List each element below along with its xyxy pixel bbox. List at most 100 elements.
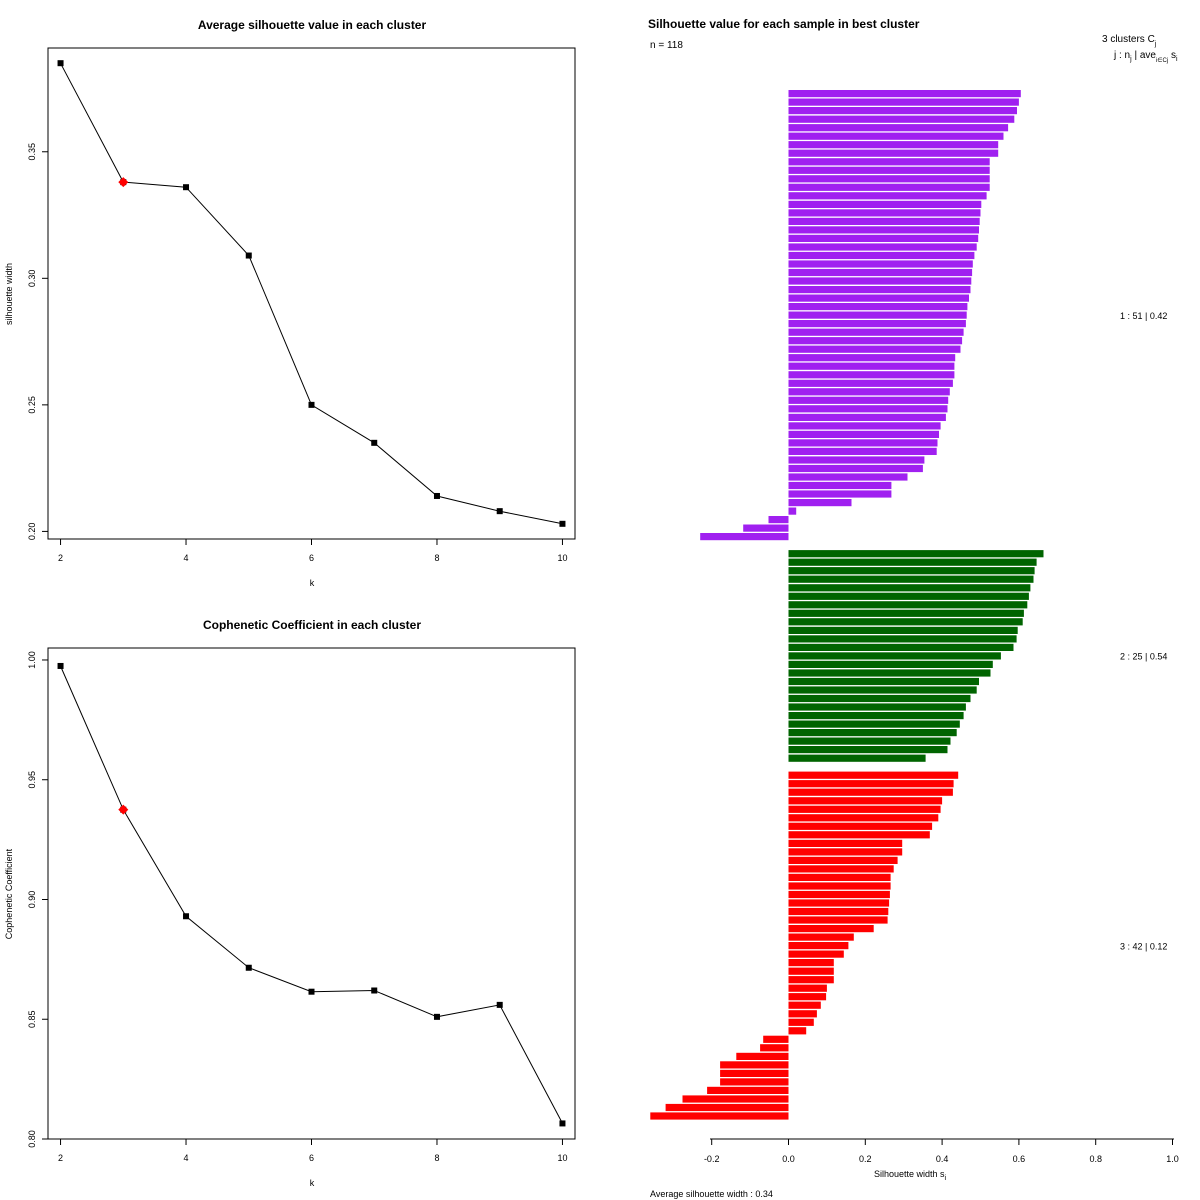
cluster-1-bar	[788, 192, 987, 200]
cluster-3-bar	[763, 1035, 789, 1043]
cophenetic-x-tick-label: 8	[434, 1153, 439, 1163]
cluster-2-bar	[788, 558, 1037, 566]
cluster-2-bar	[788, 746, 948, 754]
cluster-1-bar	[788, 354, 956, 362]
cluster-1-bar	[788, 396, 949, 404]
silhouette-bars	[650, 90, 1044, 1120]
bar-x-tick-label: 0.4	[936, 1154, 949, 1164]
cluster-3-bar	[650, 1112, 789, 1120]
bar-x-tick-label: 1.0	[1166, 1154, 1179, 1164]
cophenetic-x-tick-label: 6	[309, 1153, 314, 1163]
cluster-2-bar	[788, 720, 960, 728]
silhouette-line-chart: Average silhouette value in each cluster…	[4, 18, 576, 588]
cluster-1-bar	[788, 405, 948, 413]
cluster-1-bar	[788, 345, 961, 353]
sample-count-label: n = 118	[650, 40, 683, 51]
cluster-3-bar	[736, 1052, 789, 1060]
cluster-1-bar	[788, 200, 982, 208]
cluster-2-label: 2 : 25 | 0.54	[1120, 652, 1167, 662]
cluster-3-bar	[788, 788, 953, 796]
cluster-1-bar	[788, 464, 923, 473]
silhouette-bar-chart: Silhouette value for each sample in best…	[648, 17, 1179, 1199]
cophenetic-point	[433, 1013, 440, 1020]
cluster-2-bar	[788, 737, 951, 745]
cluster-1-bar	[788, 209, 981, 217]
cluster-3-bar	[788, 950, 844, 958]
cophenetic-y-tick-label: 0.80	[27, 1130, 37, 1148]
silhouette-best-k-marker	[118, 177, 129, 188]
cluster-2-bar	[788, 643, 1014, 651]
cophenetic-point	[183, 913, 190, 920]
legend-header-text: j : n	[1113, 50, 1130, 61]
cophenetic-series	[57, 662, 566, 1127]
cluster-1-bar	[788, 311, 967, 319]
cluster-3-bar	[788, 814, 939, 822]
cophenetic-line	[60, 665, 563, 1124]
cluster-2-bar	[788, 567, 1035, 575]
cophenetic-y-tick-label: 0.95	[27, 771, 37, 789]
cluster-3-bar	[788, 805, 941, 813]
cophenetic-chart-title: Cophenetic Coefficient in each cluster	[203, 618, 421, 632]
cluster-2-bar	[788, 584, 1031, 592]
cluster-3-bar	[788, 882, 891, 890]
cluster-1-bar	[788, 447, 937, 455]
cluster-1-label: 1 : 51 | 0.42	[1120, 311, 1167, 321]
legend-header-tail: | ave	[1132, 50, 1157, 61]
cluster-1-bar	[788, 337, 963, 345]
cluster-2-bar	[788, 635, 1017, 643]
cluster-3-bar	[665, 1103, 789, 1112]
cophenetic-x-tick-label: 2	[58, 1153, 63, 1163]
bar-x-tick-label: -0.2	[704, 1154, 720, 1164]
cophenetic-plot-frame	[47, 647, 576, 1140]
cluster-1-bar	[788, 413, 946, 421]
cluster-3-bar	[788, 976, 834, 984]
cluster-2-bar	[788, 550, 1044, 558]
cluster-1-bar	[788, 422, 941, 430]
cluster-1-bar	[788, 303, 968, 311]
cluster-1-bar	[788, 371, 955, 379]
cophenetic-x-tick-label: 10	[557, 1153, 567, 1163]
cluster-3-bar	[788, 780, 954, 788]
bar-x-axis-label-text: Silhouette width s	[874, 1169, 945, 1179]
cluster-3-bar	[788, 959, 834, 967]
cluster-3-bar	[707, 1086, 789, 1094]
cophenetic-best-k-marker	[118, 804, 129, 815]
bar-x-ticks: -0.2 0.0 0.2 0.4 0.6 0.8 1.0	[704, 1139, 1179, 1164]
silhouette-plot-frame	[47, 47, 576, 540]
cluster-1-bar	[788, 499, 852, 507]
cluster-2-bar	[788, 652, 1001, 660]
cophenetic-point	[57, 662, 64, 669]
cophenetic-point	[245, 964, 252, 971]
cluster-1-bar	[788, 388, 950, 396]
cluster-1-bar	[788, 379, 953, 387]
cluster-3-bar	[788, 1001, 821, 1009]
cluster-3-bar	[788, 856, 898, 864]
bar-x-axis-label-subscript: i	[944, 1175, 946, 1182]
cluster-2-bar	[788, 694, 971, 703]
cluster-1-bar	[788, 260, 973, 268]
cluster-3-bar	[788, 822, 933, 830]
cluster-1-bar	[788, 328, 964, 336]
average-silhouette-label: Average silhouette width : 0.34	[650, 1189, 773, 1199]
silhouette-series	[57, 60, 566, 527]
cluster-2-bar	[788, 601, 1028, 609]
silhouette-x-tick-label: 10	[557, 553, 567, 563]
cluster-3-label: 3 : 42 | 0.12	[1120, 941, 1167, 951]
cophenetic-y-axis-label: Cophenetic Coefficient	[4, 848, 14, 939]
silhouette-x-tick-label: 8	[434, 553, 439, 563]
cluster-1-bar	[788, 481, 892, 490]
cluster-3-bar	[788, 831, 930, 839]
cluster-3-bar	[788, 771, 959, 779]
legend-title-text: 3 clusters C	[1102, 34, 1155, 45]
cophenetic-x-axis-label: k	[310, 1178, 315, 1188]
cluster-1-bar	[700, 533, 789, 541]
cluster-2-bar	[788, 618, 1023, 626]
cluster-2-bar	[788, 703, 966, 711]
silhouette-point	[308, 401, 315, 408]
cluster-labels: 1 : 51 | 0.42 2 : 25 | 0.54 3 : 42 | 0.12	[1120, 311, 1167, 952]
cluster-3-bar	[788, 942, 849, 950]
cophenetic-ticks: 2 4 6 8 10 0.80 0.85 0.90 0.95 1.00	[27, 651, 567, 1163]
cluster-1-bar	[788, 473, 908, 481]
silhouette-point	[433, 492, 440, 499]
